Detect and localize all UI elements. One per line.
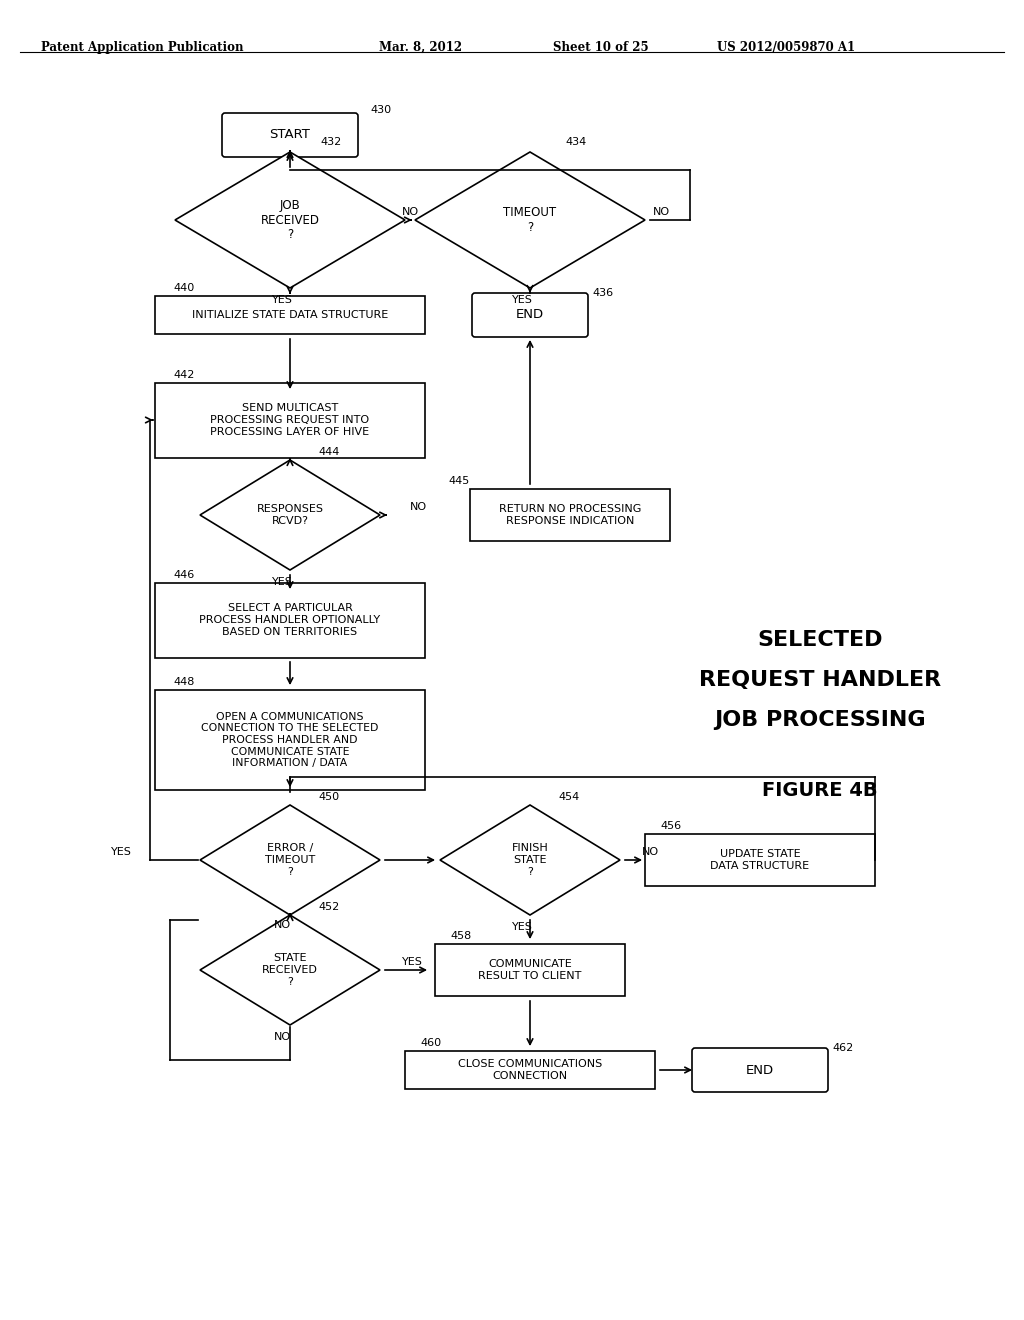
Text: START: START <box>269 128 310 141</box>
FancyBboxPatch shape <box>692 1048 828 1092</box>
Bar <box>155 383 425 458</box>
Text: 458: 458 <box>450 931 471 941</box>
Text: CLOSE COMMUNICATIONS
CONNECTION: CLOSE COMMUNICATIONS CONNECTION <box>458 1059 602 1081</box>
Bar <box>645 834 874 886</box>
Polygon shape <box>200 459 380 570</box>
FancyBboxPatch shape <box>472 293 588 337</box>
Text: Mar. 8, 2012: Mar. 8, 2012 <box>379 41 462 54</box>
Text: SELECTED: SELECTED <box>758 630 883 649</box>
Text: SELECT A PARTICULAR
PROCESS HANDLER OPTIONALLY
BASED ON TERRITORIES: SELECT A PARTICULAR PROCESS HANDLER OPTI… <box>200 603 381 636</box>
Text: 452: 452 <box>318 902 339 912</box>
Text: TIMEOUT
?: TIMEOUT ? <box>504 206 557 234</box>
Text: END: END <box>516 309 544 322</box>
Text: JOB
RECEIVED
?: JOB RECEIVED ? <box>260 198 319 242</box>
Text: NO: NO <box>410 502 427 512</box>
Bar <box>155 582 425 657</box>
Text: ERROR /
TIMEOUT
?: ERROR / TIMEOUT ? <box>265 843 315 876</box>
Text: FIGURE 4B: FIGURE 4B <box>762 780 878 800</box>
Polygon shape <box>175 152 406 288</box>
Text: NO: NO <box>642 847 659 857</box>
Text: NO: NO <box>273 1032 291 1041</box>
Text: YES: YES <box>402 957 423 968</box>
Text: RESPONSES
RCVD?: RESPONSES RCVD? <box>256 504 324 525</box>
Text: 440: 440 <box>173 282 195 293</box>
Text: 430: 430 <box>370 106 391 115</box>
Text: NO: NO <box>401 207 419 216</box>
Text: REQUEST HANDLER: REQUEST HANDLER <box>699 671 941 690</box>
Text: JOB PROCESSING: JOB PROCESSING <box>714 710 926 730</box>
Bar <box>406 1051 655 1089</box>
Text: NO: NO <box>273 920 291 931</box>
Text: INITIALIZE STATE DATA STRUCTURE: INITIALIZE STATE DATA STRUCTURE <box>191 310 388 319</box>
Text: 454: 454 <box>558 792 580 803</box>
Polygon shape <box>200 805 380 915</box>
Bar <box>470 488 670 541</box>
Text: 450: 450 <box>318 792 339 803</box>
Text: 436: 436 <box>592 288 613 298</box>
Text: 434: 434 <box>565 137 587 147</box>
Text: RETURN NO PROCESSING
RESPONSE INDICATION: RETURN NO PROCESSING RESPONSE INDICATION <box>499 504 641 525</box>
FancyBboxPatch shape <box>222 114 358 157</box>
Text: 442: 442 <box>173 370 195 380</box>
Bar <box>155 296 425 334</box>
Text: 460: 460 <box>420 1038 441 1048</box>
Text: END: END <box>745 1064 774 1077</box>
Polygon shape <box>440 805 620 915</box>
Text: 448: 448 <box>173 677 195 686</box>
Bar <box>155 690 425 789</box>
Text: YES: YES <box>271 577 293 587</box>
Text: YES: YES <box>271 294 293 305</box>
Text: SEND MULTICAST
PROCESSING REQUEST INTO
PROCESSING LAYER OF HIVE: SEND MULTICAST PROCESSING REQUEST INTO P… <box>211 404 370 437</box>
Text: YES: YES <box>112 847 132 857</box>
Text: OPEN A COMMUNICATIONS
CONNECTION TO THE SELECTED
PROCESS HANDLER AND
COMMUNICATE: OPEN A COMMUNICATIONS CONNECTION TO THE … <box>202 711 379 768</box>
Text: Patent Application Publication: Patent Application Publication <box>41 41 244 54</box>
Text: 456: 456 <box>660 821 681 832</box>
Text: 462: 462 <box>831 1043 853 1053</box>
Text: YES: YES <box>512 294 532 305</box>
Text: Sheet 10 of 25: Sheet 10 of 25 <box>553 41 648 54</box>
Bar <box>435 944 625 997</box>
Text: US 2012/0059870 A1: US 2012/0059870 A1 <box>717 41 855 54</box>
Text: UPDATE STATE
DATA STRUCTURE: UPDATE STATE DATA STRUCTURE <box>711 849 810 871</box>
Text: FINISH
STATE
?: FINISH STATE ? <box>512 843 549 876</box>
Polygon shape <box>415 152 645 288</box>
Polygon shape <box>200 915 380 1026</box>
Text: 444: 444 <box>318 447 339 457</box>
Text: 432: 432 <box>319 137 341 147</box>
Text: YES: YES <box>512 921 532 932</box>
Text: COMMUNICATE
RESULT TO CLIENT: COMMUNICATE RESULT TO CLIENT <box>478 960 582 981</box>
Text: 445: 445 <box>449 477 469 486</box>
Text: STATE
RECEIVED
?: STATE RECEIVED ? <box>262 953 317 986</box>
Text: NO: NO <box>653 207 670 216</box>
Text: 446: 446 <box>173 570 195 579</box>
